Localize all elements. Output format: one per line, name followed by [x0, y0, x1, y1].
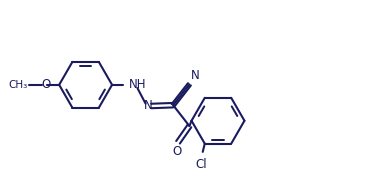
- Text: CH₃: CH₃: [9, 80, 28, 90]
- Text: N: N: [191, 69, 200, 82]
- Text: N: N: [143, 100, 152, 112]
- Text: O: O: [41, 78, 50, 91]
- Text: O: O: [172, 145, 182, 158]
- Text: NH: NH: [129, 78, 146, 91]
- Text: Cl: Cl: [196, 158, 207, 171]
